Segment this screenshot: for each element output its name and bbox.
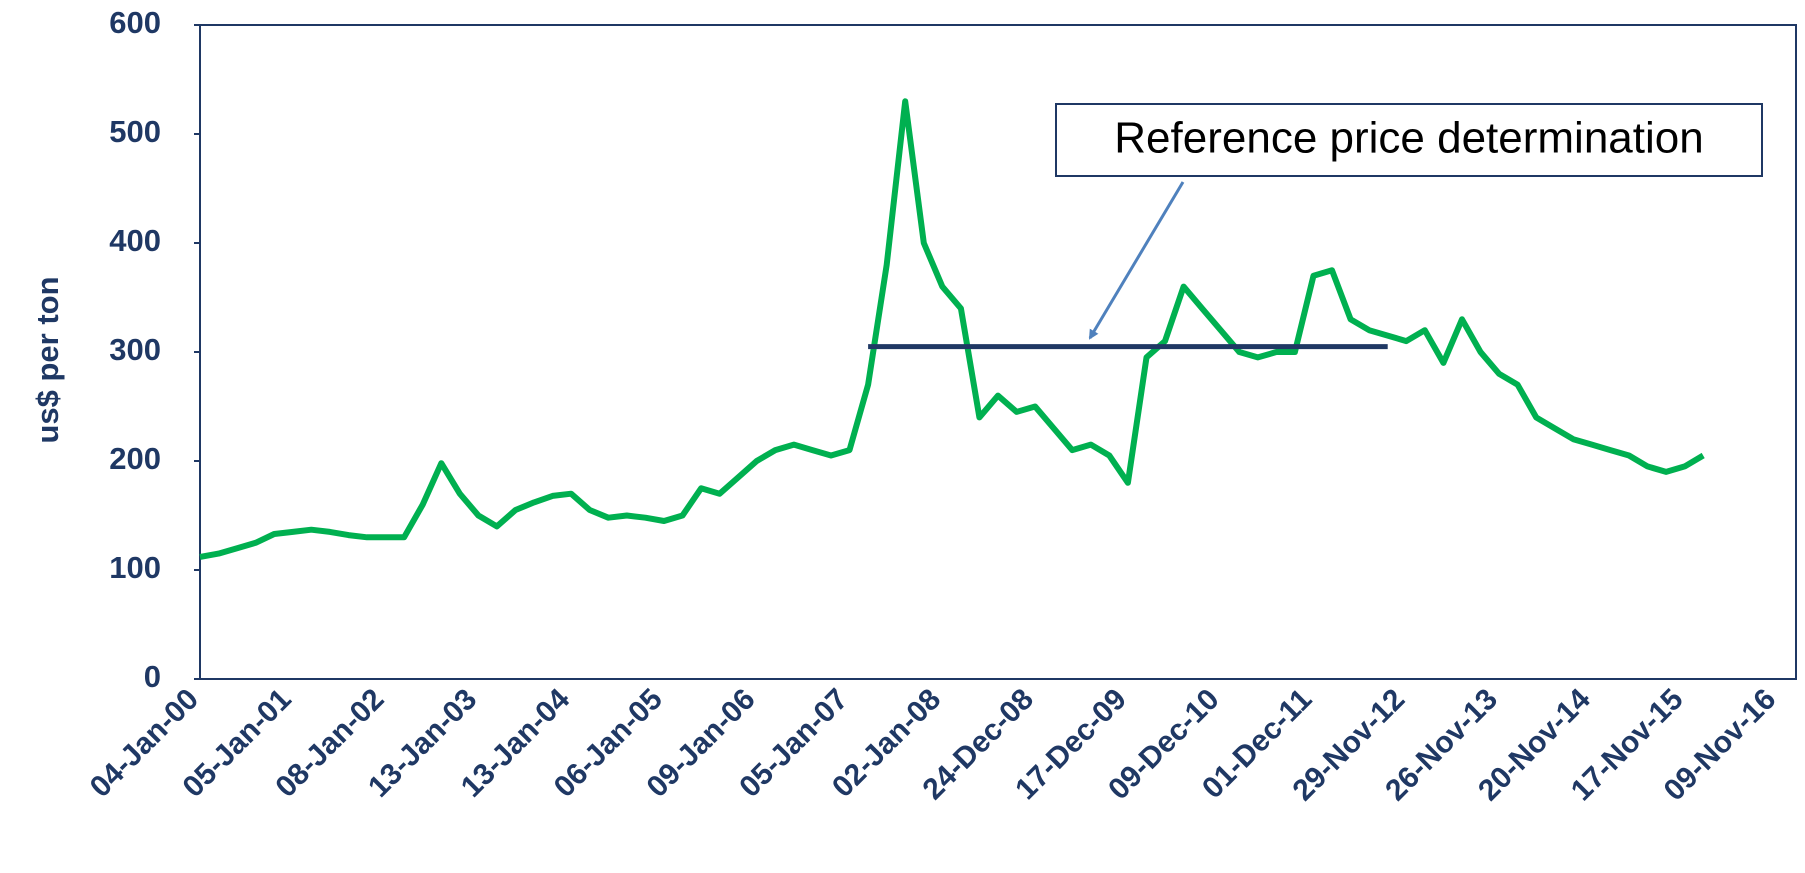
y-tick-label: 100 [109,550,161,585]
y-tick-label: 600 [109,5,161,40]
y-tick-label: 300 [109,332,161,367]
y-tick-label: 200 [109,441,161,476]
annotation-box [1055,103,1763,177]
annotation: Reference price determination [1114,114,1703,163]
annotation-arrow [1088,181,1185,340]
y-tick-label: 500 [109,114,161,149]
y-tick-label: 0 [144,659,161,694]
price-line [199,98,1705,560]
y-tick-label: 400 [109,223,161,258]
y-axis-label: us$ per ton [30,276,65,443]
